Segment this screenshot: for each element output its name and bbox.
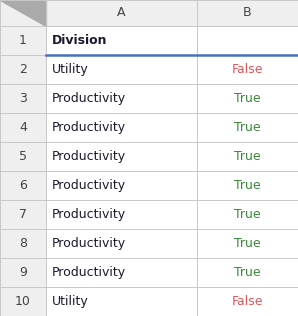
Bar	[197, 171, 298, 200]
Text: Utility: Utility	[52, 63, 88, 76]
Bar	[0, 84, 46, 113]
Bar	[46, 171, 197, 200]
Bar	[197, 287, 298, 316]
Bar	[0, 142, 46, 171]
Text: Productivity: Productivity	[52, 237, 126, 250]
Bar	[46, 287, 197, 316]
Bar	[0, 229, 46, 258]
Text: True: True	[234, 121, 261, 134]
Text: False: False	[232, 63, 263, 76]
Text: True: True	[234, 150, 261, 163]
Text: True: True	[234, 179, 261, 192]
Text: 1: 1	[19, 34, 27, 47]
Text: Productivity: Productivity	[52, 92, 126, 105]
Text: 8: 8	[19, 237, 27, 250]
Bar	[0, 200, 46, 229]
Text: 3: 3	[19, 92, 27, 105]
Text: 2: 2	[19, 63, 27, 76]
Text: 10: 10	[15, 295, 31, 308]
Text: True: True	[234, 208, 261, 221]
Text: Productivity: Productivity	[52, 179, 126, 192]
Bar	[197, 200, 298, 229]
Bar	[46, 200, 197, 229]
Text: Productivity: Productivity	[52, 150, 126, 163]
Bar	[0, 26, 46, 55]
Bar	[46, 55, 197, 84]
Bar	[0, 258, 46, 287]
Bar	[46, 258, 197, 287]
Bar	[197, 142, 298, 171]
Bar	[0, 0, 46, 26]
Text: Productivity: Productivity	[52, 121, 126, 134]
Bar	[197, 0, 298, 26]
Text: Productivity: Productivity	[52, 266, 126, 279]
Bar	[197, 55, 298, 84]
Bar	[197, 113, 298, 142]
Bar	[197, 229, 298, 258]
Bar	[0, 113, 46, 142]
Text: 6: 6	[19, 179, 27, 192]
Text: True: True	[234, 92, 261, 105]
Text: 5: 5	[19, 150, 27, 163]
Text: True: True	[234, 266, 261, 279]
Text: 4: 4	[19, 121, 27, 134]
Bar	[197, 26, 298, 55]
Bar	[46, 84, 197, 113]
Text: Division: Division	[52, 34, 107, 47]
Text: B: B	[243, 6, 252, 20]
Text: Productivity: Productivity	[52, 208, 126, 221]
Bar	[46, 113, 197, 142]
Text: 9: 9	[19, 266, 27, 279]
Text: False: False	[232, 295, 263, 308]
Text: A: A	[117, 6, 126, 20]
Bar	[0, 287, 46, 316]
Bar	[197, 258, 298, 287]
Text: True: True	[234, 237, 261, 250]
Text: Utility: Utility	[52, 295, 88, 308]
Bar	[46, 0, 197, 26]
Bar	[0, 55, 46, 84]
Bar	[0, 171, 46, 200]
Bar	[197, 84, 298, 113]
Bar	[46, 229, 197, 258]
Bar	[46, 142, 197, 171]
Text: 7: 7	[19, 208, 27, 221]
Bar	[46, 26, 197, 55]
Polygon shape	[0, 0, 46, 26]
